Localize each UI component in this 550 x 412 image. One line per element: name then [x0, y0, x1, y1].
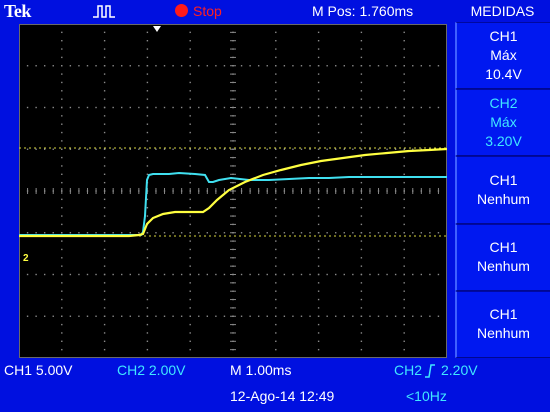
- measure-channel: CH1: [489, 172, 518, 188]
- measure-channel: CH1: [489, 28, 518, 45]
- measure-slot-1[interactable]: CH1 Máx 10.4V: [455, 22, 550, 90]
- brand-logo: Tek: [4, 1, 31, 21]
- ch2-scale: CH2 2.00V: [117, 362, 186, 378]
- horizontal-position: M Pos: 1.760ms: [312, 3, 414, 19]
- measure-channel: CH2: [489, 95, 518, 112]
- ch2-trace: [19, 171, 447, 236]
- measure-channel: CH1: [489, 239, 518, 256]
- trigger-level: 2.20V: [441, 362, 478, 378]
- stop-dot-icon: [175, 4, 188, 17]
- ch2-ground-marker: 2: [23, 253, 29, 264]
- trigger-state: Stop: [193, 3, 222, 19]
- trigger-position-icon: [153, 26, 161, 32]
- trigger-frequency: <10Hz: [406, 388, 447, 404]
- pulse-icon: [93, 5, 115, 18]
- measure-slot-2[interactable]: CH2 Máx 3.20V: [455, 89, 550, 157]
- measure-channel: CH1: [489, 306, 518, 323]
- measure-type: Nenhum: [477, 325, 530, 342]
- measure-type: Nenhum: [477, 258, 530, 275]
- measure-value: 10.4V: [485, 66, 522, 83]
- trigger-source: CH2: [394, 362, 423, 378]
- bottom-status-bar: CH1 5.00V CH2 2.00V M 1.00ms CH2 2.20V 1…: [0, 360, 550, 412]
- menu-title: MEDIDAS: [470, 3, 535, 19]
- ch1-trace: [19, 147, 447, 238]
- measure-type: Nenhum: [477, 191, 530, 207]
- measure-menu: MEDIDAS CH1 Máx 10.4V CH2 Máx 3.20V CH1 …: [455, 0, 550, 359]
- date-time: 12-Ago-14 12:49: [230, 388, 335, 404]
- waveform-display: 2 1: [19, 24, 463, 358]
- measure-slot-5[interactable]: CH1 Nenhum: [455, 290, 550, 359]
- measure-slot-3[interactable]: CH1 Nenhum: [455, 156, 550, 224]
- top-status-bar: Tek Stop M Pos: 1.760ms: [0, 0, 452, 24]
- measure-slot-4[interactable]: CH1 Nenhum: [455, 223, 550, 291]
- measure-type: Máx: [490, 114, 517, 131]
- timebase: M 1.00ms: [230, 362, 292, 378]
- rising-edge-icon: [425, 364, 435, 378]
- ch1-scale: CH1 5.00V: [4, 362, 73, 378]
- waveform-traces: [19, 26, 447, 238]
- measure-type: Máx: [490, 47, 517, 64]
- graticule: [19, 24, 447, 358]
- measure-value: 3.20V: [485, 133, 522, 150]
